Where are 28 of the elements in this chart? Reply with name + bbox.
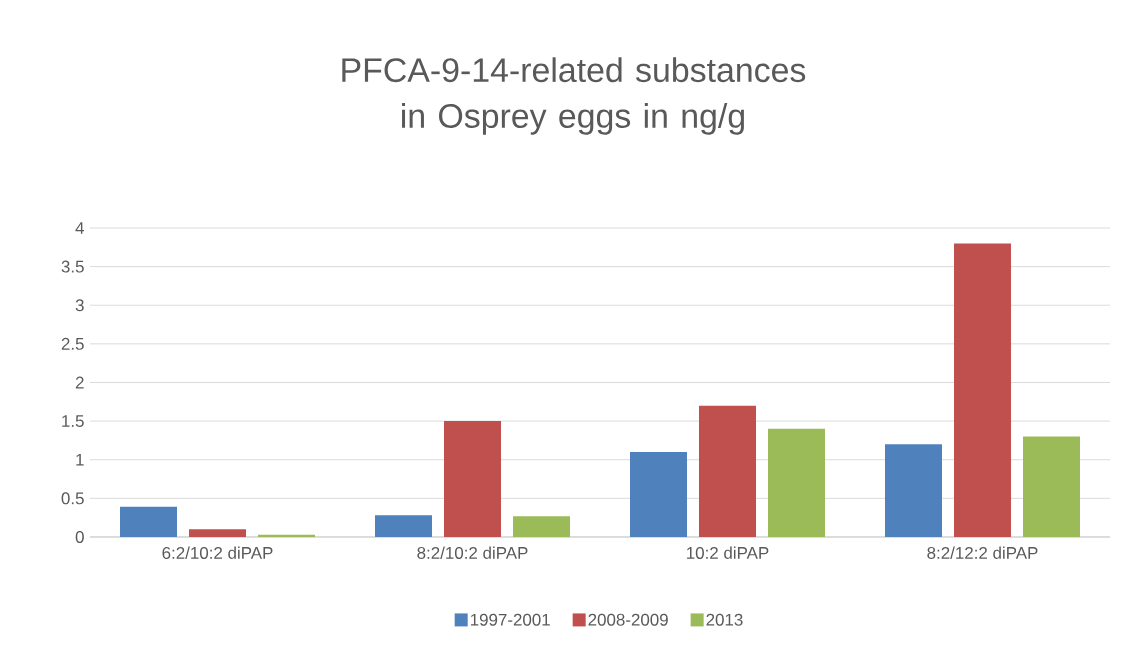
bar — [120, 506, 178, 537]
x-tick-label: 8:2/10:2 diPAP — [417, 546, 528, 559]
bar — [375, 515, 432, 537]
x-tick-label: 8:2/12:2 diPAP — [927, 546, 1038, 559]
legend-label: 2013 — [706, 613, 743, 626]
bar — [513, 516, 570, 537]
y-tick-label: 0 — [75, 530, 84, 543]
legend-label: 2008-2009 — [588, 613, 668, 626]
y-tick-label: 3 — [75, 299, 84, 312]
y-tick-label: 2.5 — [61, 337, 84, 350]
y-tick-label: 1 — [76, 453, 84, 466]
bar — [884, 444, 942, 537]
bar — [189, 529, 247, 537]
chart-title: PFCA-9-14-related substances in Osprey eggs in ng/g — [342, 57, 806, 135]
bar — [630, 452, 687, 537]
bar — [768, 428, 825, 537]
bar — [444, 421, 501, 537]
x-tick-label: 10:2 diPAP — [687, 546, 769, 559]
bar — [699, 405, 756, 537]
y-tick-label: 1.5 — [62, 415, 84, 428]
y-tick-label: 0.5 — [61, 492, 84, 505]
x-tick-label: 6:2/10:2 diPAP — [162, 546, 273, 559]
y-tick-label: 3.5 — [61, 260, 84, 273]
bar — [1022, 436, 1080, 537]
y-tick-label: 2 — [75, 376, 84, 389]
y-tick-label: 4 — [75, 222, 84, 234]
legend-label: 1997-2001 — [470, 613, 550, 626]
bar — [953, 243, 1011, 537]
